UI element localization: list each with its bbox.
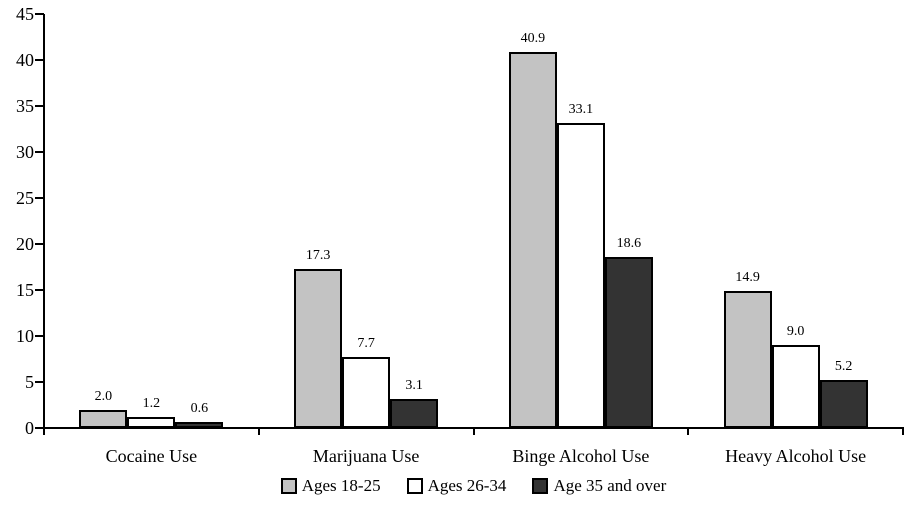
bar: [819, 380, 868, 428]
y-tick-mark: [35, 381, 44, 383]
legend-item: Ages 18-25: [280, 476, 381, 495]
x-tick-mark: [687, 428, 690, 435]
bar-value-label: 3.1: [405, 378, 423, 393]
bar: [771, 345, 820, 428]
x-tick-mark: [257, 428, 260, 435]
x-tick-mark: [902, 428, 904, 435]
bar: [294, 269, 343, 428]
legend-swatch: [280, 478, 297, 494]
bar: [79, 410, 128, 428]
bar-value-label: 2.0: [94, 389, 113, 404]
y-tick-mark: [35, 13, 44, 15]
y-tick-mark: [35, 151, 44, 153]
y-tick-mark: [35, 105, 44, 107]
bar: [604, 257, 653, 428]
y-tick-label: 35: [16, 96, 34, 116]
y-tick-label: 30: [16, 142, 34, 162]
y-tick-label: 15: [16, 280, 34, 300]
bar: [508, 52, 557, 428]
bar-value-label: 7.7: [357, 336, 375, 351]
bar-value-label: 18.6: [616, 236, 642, 251]
legend-swatch: [406, 478, 423, 494]
bar-value-label: 1.2: [142, 396, 161, 411]
y-tick-label: 20: [16, 234, 34, 254]
y-tick-label: 45: [16, 4, 34, 24]
bar-value-label: 0.6: [190, 401, 209, 416]
legend-label: Age 35 and over: [553, 476, 667, 495]
y-tick-mark: [35, 335, 44, 337]
legend-label: Ages 26-34: [427, 476, 507, 495]
bar-value-label: 14.9: [735, 270, 760, 285]
bar: [342, 357, 391, 428]
x-category-label: Cocaine Use: [105, 446, 198, 466]
legend-swatch: [532, 478, 549, 494]
bar-value-label: 9.0: [786, 324, 805, 339]
y-tick-label: 10: [16, 326, 34, 346]
bar-value-label: 33.1: [568, 102, 594, 117]
y-tick-label: 0: [25, 418, 34, 438]
y-tick-mark: [35, 289, 44, 291]
y-tick-label: 5: [25, 372, 34, 392]
bar: [175, 422, 224, 428]
bar-value-label: 17.3: [305, 248, 331, 263]
bar: [723, 291, 772, 428]
x-tick-mark: [43, 428, 45, 435]
legend: Ages 18-25 Ages 26-34 Age 35 and over: [44, 477, 903, 495]
y-tick-mark: [35, 59, 44, 61]
bar-value-label: 5.2: [834, 359, 853, 374]
y-tick-mark: [35, 427, 44, 429]
y-tick-label: 40: [16, 50, 34, 70]
y-tick-label: 25: [16, 188, 34, 208]
bar: [127, 417, 176, 428]
x-category-label: Binge Alcohol Use: [512, 446, 650, 466]
legend-item: Ages 26-34: [406, 476, 507, 495]
y-tick-mark: [35, 197, 44, 199]
x-category-label: Marijuana Use: [312, 446, 420, 466]
x-category-label: Heavy Alcohol Use: [725, 446, 867, 466]
bar: [556, 123, 605, 428]
y-tick-mark: [35, 243, 44, 245]
y-axis-line: [43, 14, 45, 435]
legend-label: Ages 18-25: [301, 476, 381, 495]
x-tick-mark: [472, 428, 475, 435]
bar-value-label: 40.9: [520, 31, 546, 46]
bar: [390, 399, 439, 428]
legend-item: Age 35 and over: [532, 477, 666, 495]
